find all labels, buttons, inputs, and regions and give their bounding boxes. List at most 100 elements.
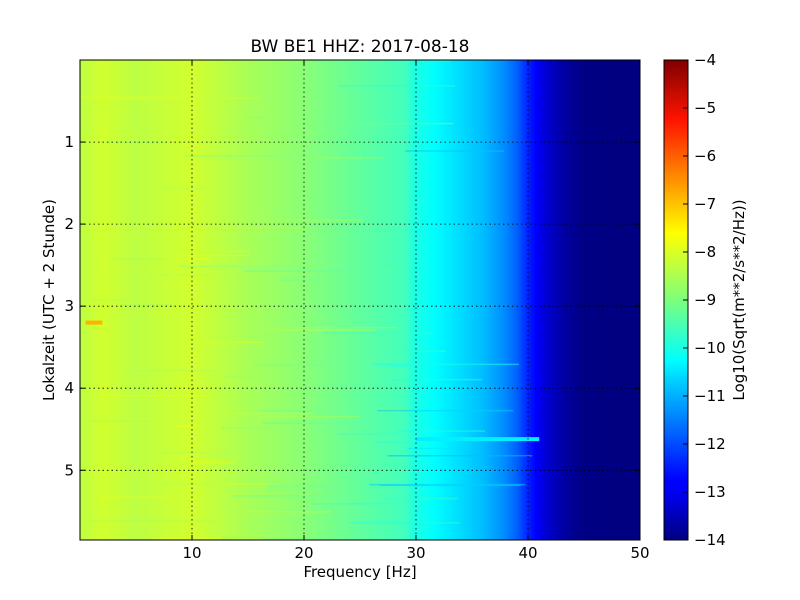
heatmap-column: [447, 60, 451, 540]
y-tick-label: 3: [64, 297, 74, 315]
colorbar-ticks: −4 −5 −6 −7 −8 −9 −10 −11 −12 −13 −14: [683, 51, 726, 549]
heatmap-streak: [241, 326, 398, 329]
heatmap-column: [301, 60, 305, 540]
heatmap-column: [216, 60, 220, 540]
heatmap-column: [633, 60, 637, 540]
heatmap-column: [498, 60, 502, 540]
heatmap-column: [319, 60, 323, 540]
heatmap-streak: [262, 422, 377, 424]
heatmap-column: [133, 60, 137, 540]
x-axis-ticks: 10 20 30 40 50: [182, 60, 650, 562]
colorbar-tick-label: −6: [694, 147, 716, 165]
heatmap-streak: [125, 369, 215, 372]
heatmap-column: [467, 60, 471, 540]
heatmap-column: [171, 60, 175, 540]
heatmap-column: [368, 60, 372, 540]
heatmap-column: [200, 60, 204, 540]
heatmap-column: [386, 60, 390, 540]
heatmap-streak: [369, 483, 526, 486]
heatmap-column: [429, 60, 433, 540]
heatmap-streak: [88, 420, 152, 422]
heatmap-column: [337, 60, 341, 540]
heatmap-streak: [110, 258, 165, 260]
heatmap-column: [290, 60, 294, 540]
heatmap-column: [174, 60, 177, 540]
grid-lines: [80, 60, 640, 540]
heatmap-streak: [213, 483, 268, 485]
heatmap-streak: [216, 97, 260, 99]
heatmap-column: [299, 60, 303, 540]
heatmap-column: [561, 60, 565, 540]
heatmap-column: [588, 60, 592, 540]
heatmap-column: [234, 60, 238, 540]
heatmap-column: [604, 60, 607, 540]
heatmap-column: [214, 60, 218, 540]
heatmap-column: [149, 60, 153, 540]
heatmap-column: [525, 60, 529, 540]
heatmap-column: [557, 60, 560, 540]
heatmap-streak: [387, 455, 533, 457]
heatmap-streak: [385, 497, 458, 500]
heatmap-column: [169, 60, 173, 540]
heatmap-column: [413, 60, 417, 540]
heatmap-column: [442, 60, 446, 540]
heatmap-column: [375, 60, 379, 540]
heatmap-streak: [349, 522, 461, 524]
heatmap-streak: [233, 495, 373, 497]
heatmap-column: [418, 60, 422, 540]
colorbar-tick-label: −4: [694, 51, 716, 69]
heatmap-column: [138, 60, 142, 540]
heatmap-streak: [381, 407, 410, 409]
y-tick-label: 2: [64, 215, 74, 233]
colorbar-label: Log10(Sqrt(m**2/s**2/Hz)): [730, 199, 748, 400]
heatmap-column: [613, 60, 616, 540]
heatmap-column: [454, 60, 457, 540]
heatmap-column: [304, 60, 307, 540]
heatmap-column: [160, 60, 164, 540]
heatmap-column: [297, 60, 301, 540]
heatmap-column: [342, 60, 345, 540]
heatmap-column: [241, 60, 245, 540]
heatmap-streak: [161, 452, 234, 454]
heatmap-column: [227, 60, 231, 540]
heatmap-column: [433, 60, 437, 540]
heatmap-column: [205, 60, 209, 540]
heatmap-column: [431, 60, 435, 540]
heatmap-column: [312, 60, 316, 540]
heatmap-streak: [80, 96, 186, 98]
heatmap-streak: [243, 270, 395, 272]
heatmap-column: [530, 60, 534, 540]
heatmap-column: [543, 60, 547, 540]
heatmap-column: [330, 60, 334, 540]
heatmap-column: [472, 60, 475, 540]
heatmap-streak: [88, 520, 214, 522]
heatmap-column: [474, 60, 478, 540]
heatmap-streak: [192, 412, 313, 415]
heatmap-column: [292, 60, 296, 540]
heatmap-feature: [416, 437, 540, 442]
heatmap-column: [183, 60, 186, 540]
heatmap-column: [608, 60, 612, 540]
heatmap-streak: [306, 157, 362, 159]
heatmap-streak: [374, 441, 413, 443]
heatmap-column: [221, 60, 224, 540]
heatmap-column: [384, 60, 388, 540]
heatmap-column: [536, 60, 540, 540]
heatmap-column: [252, 60, 256, 540]
heatmap-column: [380, 60, 383, 540]
heatmap-column: [599, 60, 603, 540]
heatmap-streak: [135, 274, 248, 276]
colorbar-tick-label: −13: [694, 483, 726, 501]
heatmap-column: [366, 60, 370, 540]
heatmap-column: [395, 60, 399, 540]
heatmap-column: [270, 60, 274, 540]
heatmap-streak: [184, 155, 340, 157]
heatmap-streak: [91, 299, 129, 301]
heatmap-column: [592, 60, 596, 540]
heatmap-column: [617, 60, 621, 540]
heatmap-column: [628, 60, 632, 540]
colorbar-tick-label: −14: [694, 531, 726, 549]
heatmap-column: [521, 60, 525, 540]
heatmap-column: [265, 60, 269, 540]
heatmap-column: [223, 60, 227, 540]
